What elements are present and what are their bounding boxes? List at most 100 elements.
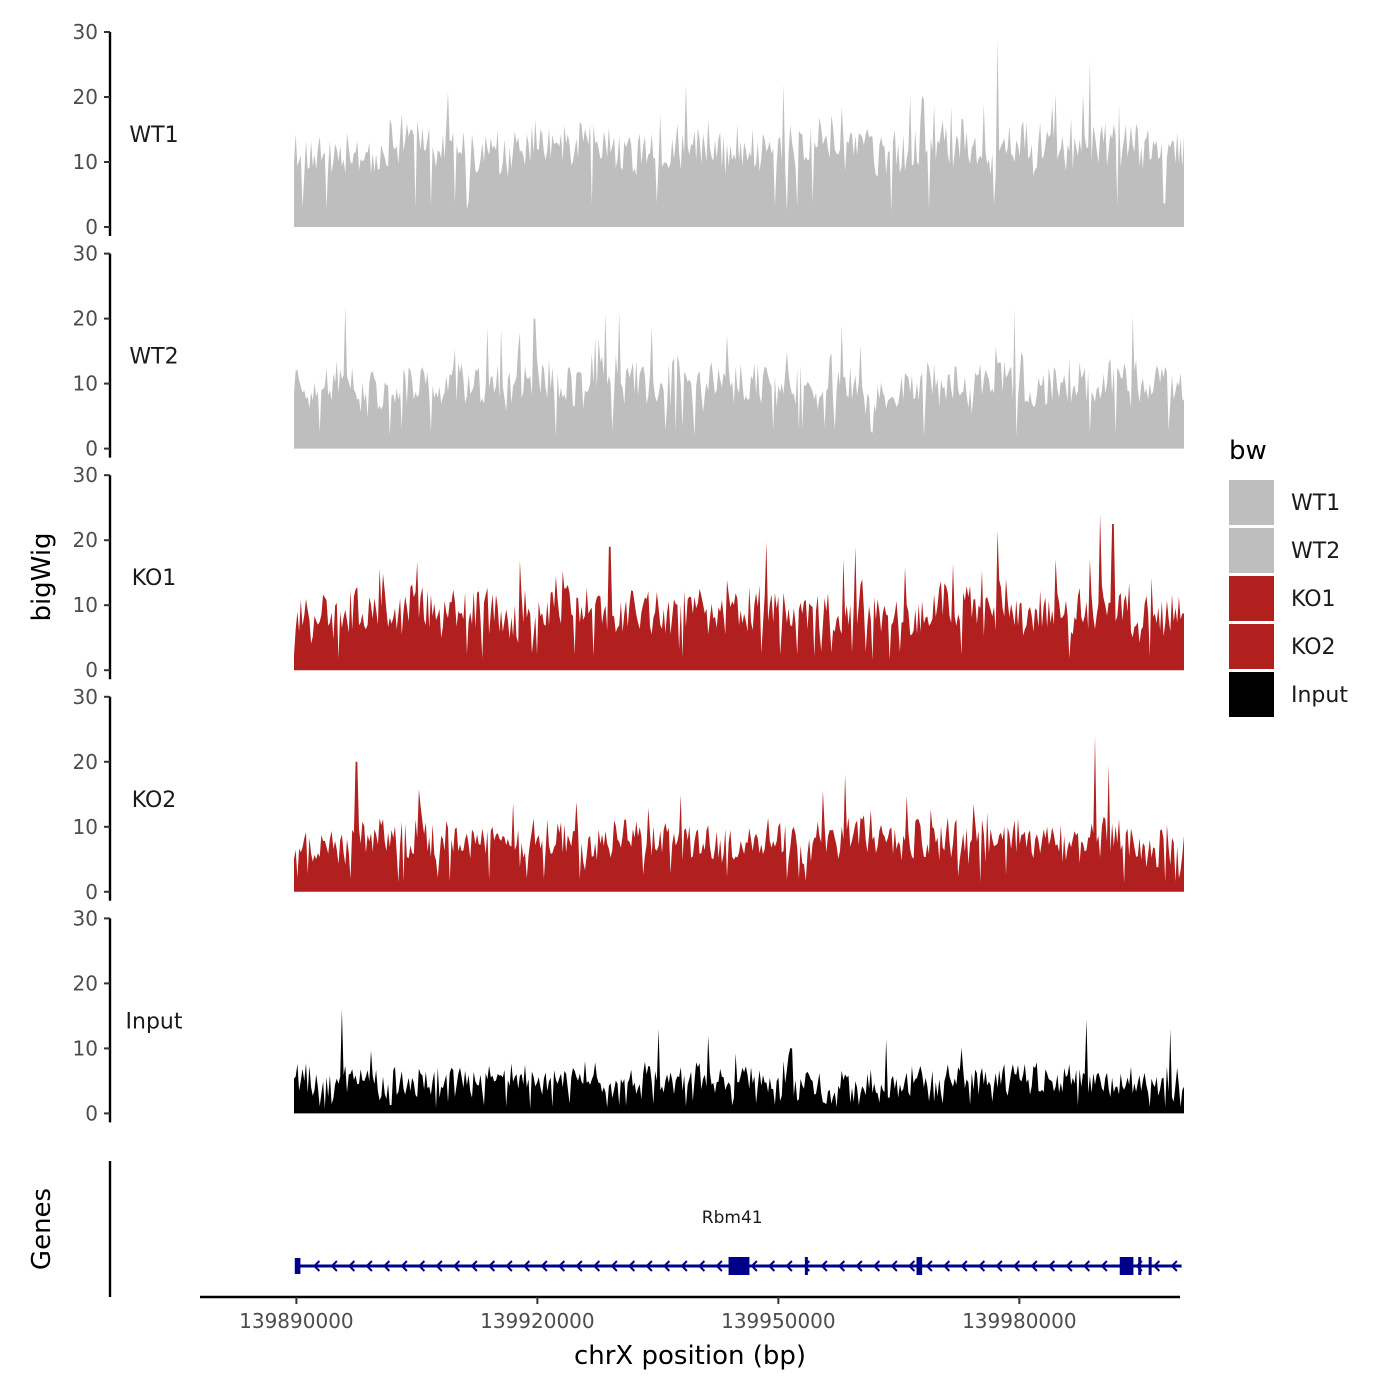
track-label: WT1 [129,123,178,148]
track-label: WT2 [129,345,178,370]
track-wt2: 0 10 20 30 WT2 [73,242,1184,461]
strand-arrow [417,1260,426,1272]
strand-arrow [540,1260,548,1272]
y-tick-label: 30 [73,20,98,44]
x-tick-label: 139920000 [480,1309,595,1333]
strand-arrow [767,1260,776,1272]
exon [1119,1257,1134,1275]
y-tick-label: 10 [73,593,98,617]
y-tick-label: 0 [85,215,98,239]
y-axis-title: bigWig [27,532,57,621]
strand-arrow [487,1260,496,1272]
strand-arrow [820,1260,828,1272]
y-tick-label: 10 [73,150,98,174]
y-tick-label: 20 [73,750,98,774]
legend-label: Input [1291,683,1348,708]
track-ko1: 0 10 20 30 KO1 [73,463,1184,682]
y-tick-label: 30 [73,685,98,709]
strand-arrow [1030,1260,1038,1272]
strand-arrow [1065,1260,1073,1272]
track-label: Input [126,1009,183,1034]
strand-arrow [1082,1260,1091,1272]
strand-arrow [1170,1260,1178,1272]
exon [294,1258,301,1274]
strand-arrow [330,1260,338,1272]
gene-track-title: Genes [27,1188,57,1270]
area-ko2 [294,735,1184,892]
x-tick-label: 139980000 [962,1309,1077,1333]
strand-arrow [610,1260,618,1272]
track-ko2: 0 10 20 30 KO2 [73,685,1184,904]
strand-arrow [1012,1260,1021,1272]
strand-arrow [452,1260,461,1272]
strand-arrow [925,1260,933,1272]
strand-arrow [662,1260,671,1272]
legend-label: WT1 [1291,491,1340,516]
area-wt2 [294,305,1184,449]
y-tick-label: 30 [73,463,98,487]
strand-arrow [890,1260,898,1272]
legend-label: KO1 [1291,587,1336,612]
strand-arrow [645,1260,653,1272]
track-label: KO1 [132,566,177,591]
strand-arrow [907,1260,916,1272]
strand-arrow [942,1260,951,1272]
strand-arrow [522,1260,531,1272]
legend-label: KO2 [1291,635,1336,660]
strand-arrow [680,1260,688,1272]
strand-arrow [960,1260,968,1272]
y-tick-label: 0 [85,1101,98,1125]
y-tick-label: 10 [73,815,98,839]
y-tick-label: 30 [73,242,98,266]
legend-swatch [1229,672,1274,717]
strand-arrow [1100,1260,1108,1272]
strand-arrow [505,1260,513,1272]
strand-arrow [872,1260,881,1272]
exon [1148,1257,1152,1275]
track-wt1: 0 10 20 30 WT1 [73,20,1184,239]
legend-swatch [1229,528,1274,573]
y-tick-label: 0 [85,880,98,904]
strand-arrow [382,1260,391,1272]
strand-arrow [557,1260,566,1272]
strand-arrow [715,1260,723,1272]
exon [1138,1257,1142,1275]
y-tick-label: 30 [73,906,98,930]
strand-arrow [627,1260,636,1272]
legend-swatch [1229,624,1274,669]
strand-arrow [1047,1260,1056,1272]
y-tick-label: 20 [73,971,98,995]
strand-arrow [575,1260,583,1272]
y-tick-label: 10 [73,372,98,396]
track-label: KO2 [132,788,177,813]
strand-arrow [400,1260,408,1272]
exon [728,1257,750,1275]
track-input: 0 10 20 30 Input [73,906,1184,1125]
strand-arrow [855,1260,863,1272]
exon [804,1257,808,1275]
strand-arrow [365,1260,373,1272]
y-tick-label: 0 [85,437,98,461]
y-tick-label: 20 [73,528,98,552]
x-axis: 139890000 139920000 139950000 139980000 [200,1295,1180,1333]
area-wt1 [294,38,1184,227]
gene-track: Rbm41 [108,1161,1182,1297]
strand-arrow [470,1260,478,1272]
y-tick-label: 0 [85,658,98,682]
strand-arrow [697,1260,706,1272]
strand-arrow [592,1260,601,1272]
x-axis-title: chrX position (bp) [574,1341,806,1371]
strand-arrow [837,1260,846,1272]
y-tick-label: 10 [73,1036,98,1060]
x-tick-label: 139890000 [239,1309,354,1333]
x-tick-label: 139950000 [721,1309,836,1333]
strand-arrow [435,1260,443,1272]
exon [916,1257,923,1275]
strand-arrow [347,1260,356,1272]
legend: bw WT1 WT2 KO1 KO2 Input [1229,436,1348,717]
area-input [294,1009,1184,1114]
legend-label: WT2 [1291,539,1340,564]
y-tick-label: 20 [73,307,98,331]
signal-tracks: 0 10 20 30 WT1 0 10 20 30 WT2 0 10 20 30 KO1 0 10 20 30 KO2… [73,20,1184,1125]
legend-title: bw [1229,436,1267,466]
